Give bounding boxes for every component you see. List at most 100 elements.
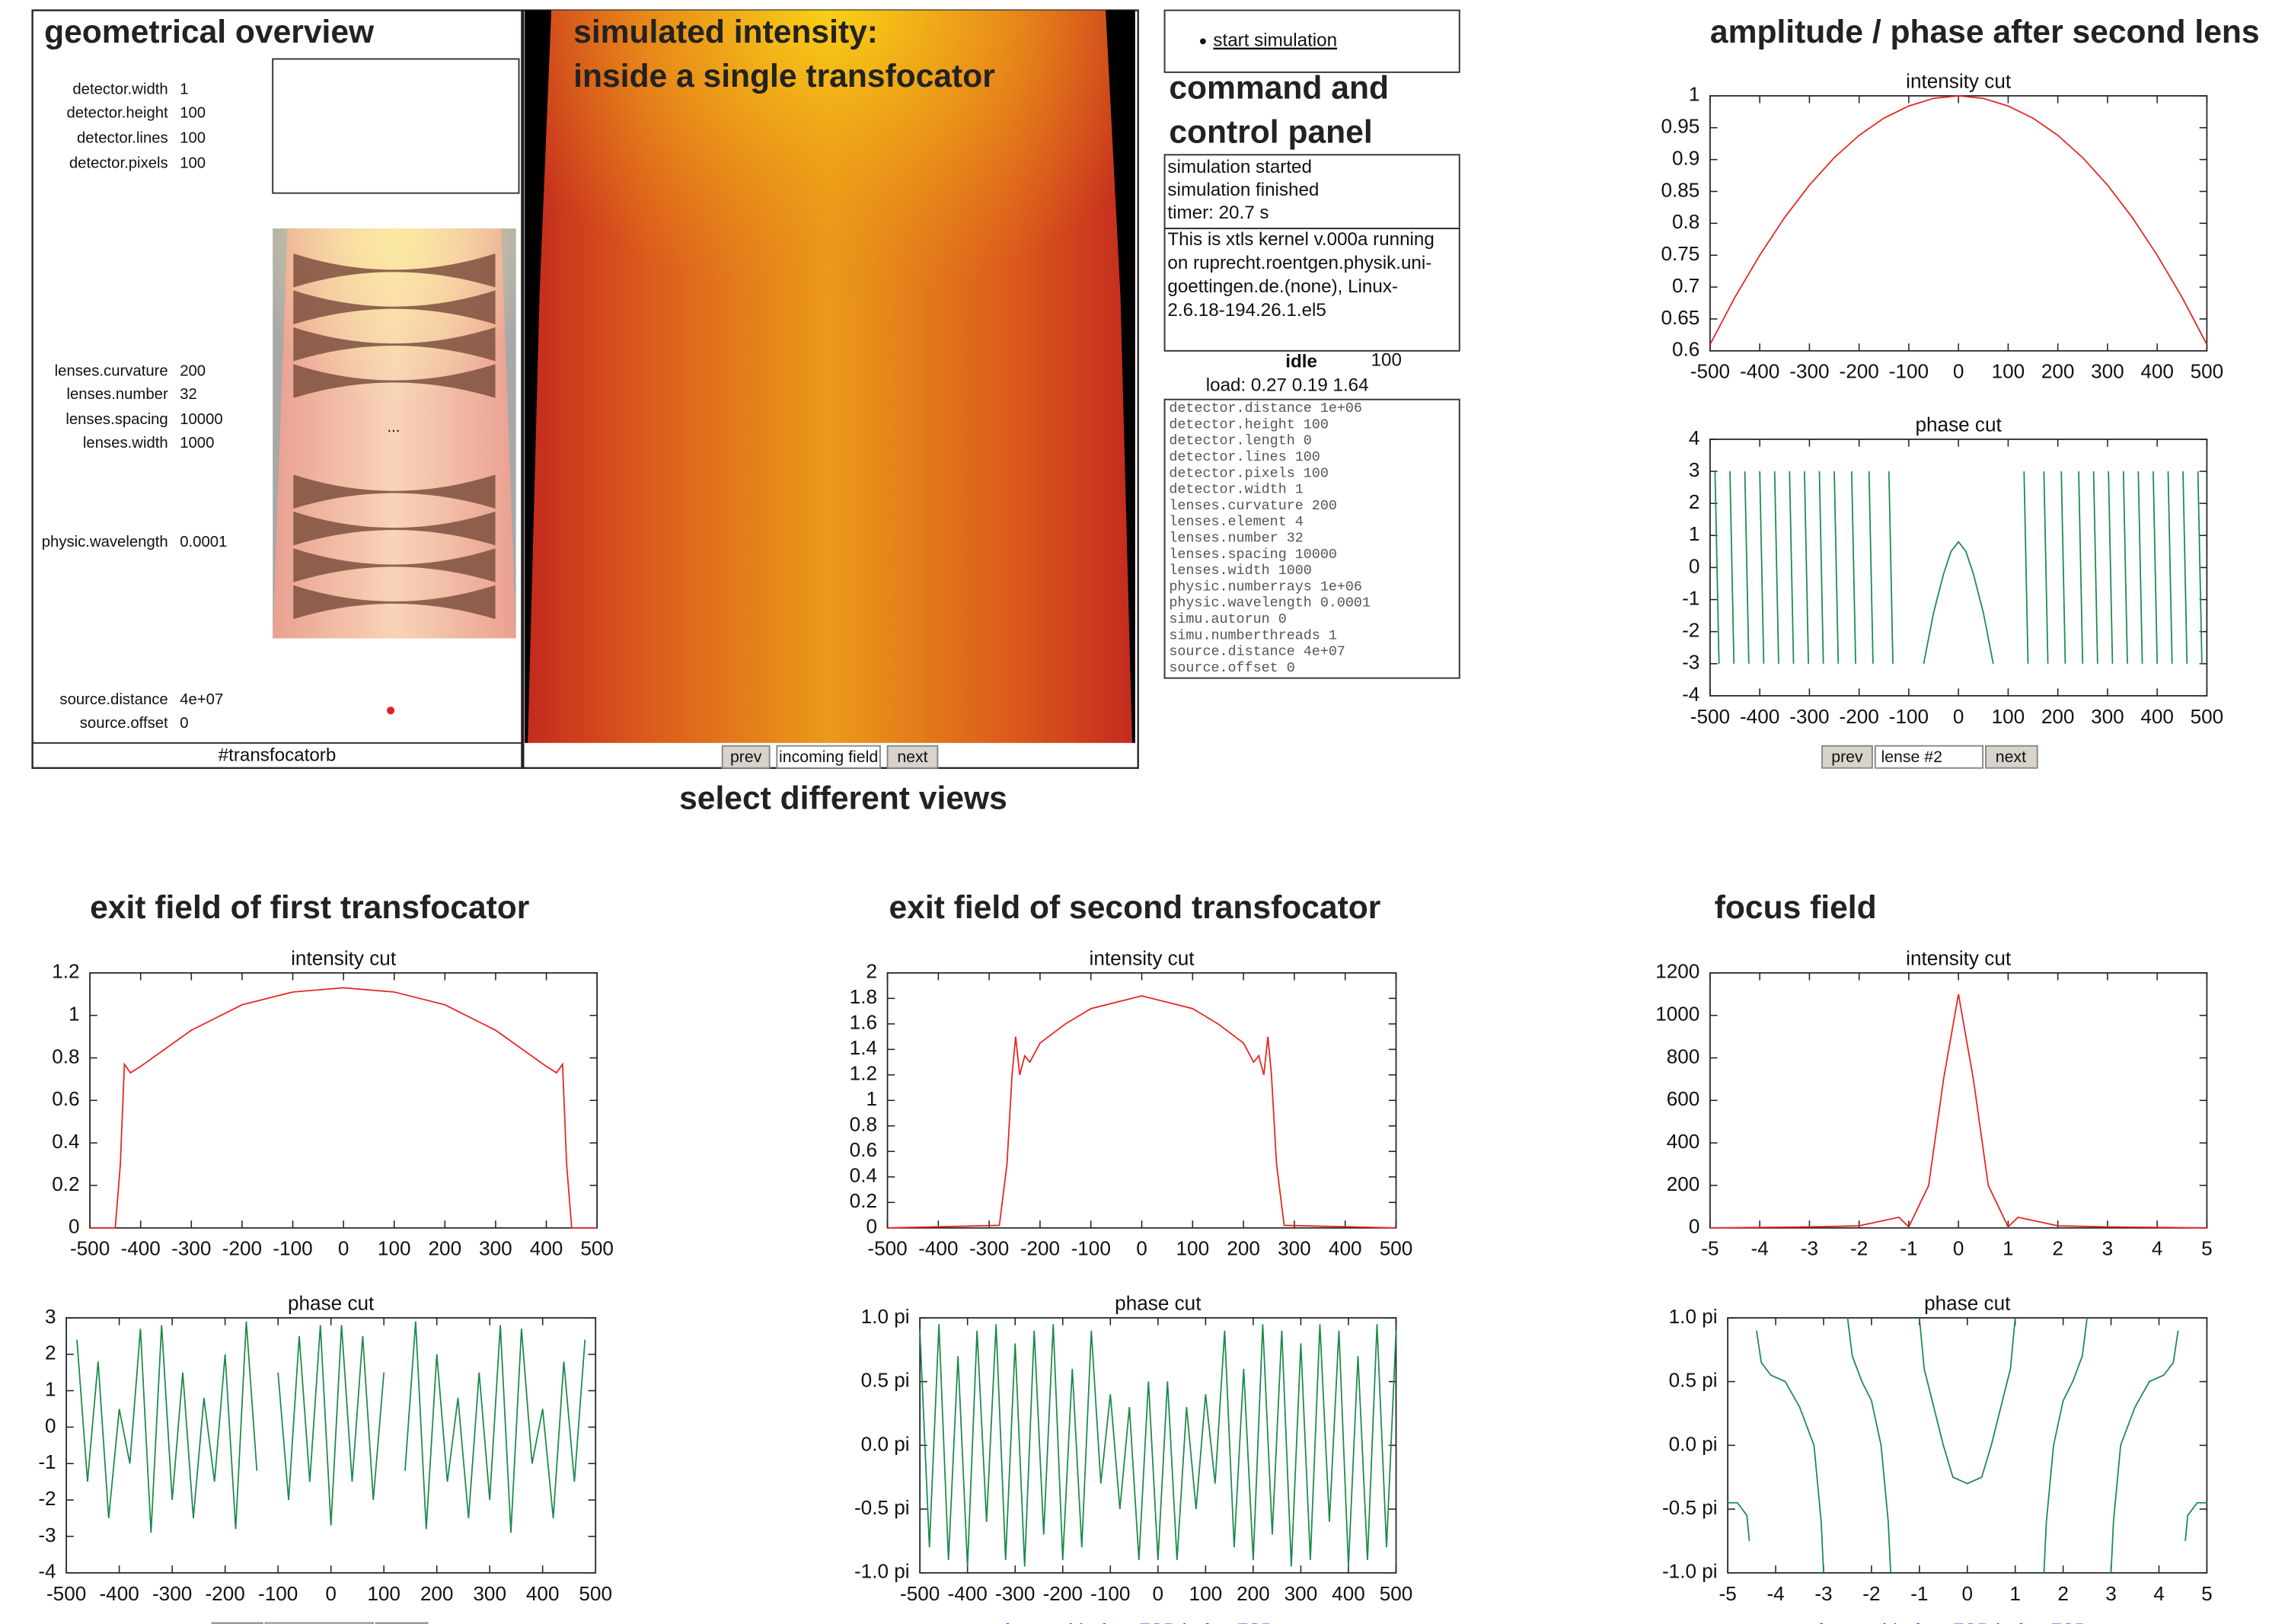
prev-button[interactable] xyxy=(211,1622,263,1624)
x-tick-label: -100 xyxy=(273,1237,312,1260)
lens xyxy=(293,511,496,546)
y-tick-label: 0.4 xyxy=(52,1130,79,1153)
y-tick-label: 0 xyxy=(69,1215,80,1238)
x-tick-label: 100 xyxy=(378,1237,411,1260)
link[interactable]: after FSP xyxy=(1193,1620,1274,1624)
x-tick-label: 3 xyxy=(2102,1237,2114,1260)
y-tick-label: -2 xyxy=(38,1487,56,1510)
y-tick-label: 0.9 xyxy=(1672,146,1699,169)
y-tick-label: 3 xyxy=(1689,458,1700,481)
config-line: lenses.number 32 xyxy=(1169,531,1303,547)
param-value: 32 xyxy=(180,386,197,403)
x-tick-label: -400 xyxy=(99,1582,139,1605)
x-tick-label: 200 xyxy=(2041,360,2075,383)
prev-button-label[interactable]: prev xyxy=(1831,748,1863,766)
x-tick-label: 500 xyxy=(1380,1582,1413,1605)
geometry-title: geometrical overview xyxy=(44,14,375,50)
idle-value: 100 xyxy=(1371,350,1402,371)
status-line: simulation finished xyxy=(1167,180,1319,200)
x-tick-label: 400 xyxy=(526,1582,560,1605)
param-value: 100 xyxy=(180,155,206,171)
y-tick-label: 0 xyxy=(45,1414,56,1437)
plot-title: phase cut xyxy=(1915,413,2002,436)
x-tick-label: 100 xyxy=(1176,1237,1210,1260)
plot-title: phase cut xyxy=(1924,1291,2011,1314)
y-tick-label: 1 xyxy=(45,1377,56,1400)
x-tick-label: 200 xyxy=(420,1582,454,1605)
link[interactable]: after FSP xyxy=(2006,1620,2087,1624)
curve xyxy=(1709,994,2207,1229)
config-line: simu.numberthreads 1 xyxy=(1169,627,1337,643)
y-tick-label: 0.8 xyxy=(1672,210,1699,233)
param-name: detector.width xyxy=(72,81,168,97)
link[interactable]: before FSP xyxy=(1079,1620,1176,1624)
config-line: lenses.spacing 10000 xyxy=(1169,547,1337,563)
link[interactable]: transfocator xyxy=(961,1620,1062,1624)
y-tick-label: 0.0 pi xyxy=(861,1432,910,1455)
prev-button[interactable] xyxy=(721,745,771,769)
x-tick-label: -200 xyxy=(1840,705,1879,728)
config-line: simu.autorun 0 xyxy=(1169,611,1286,627)
heatmap-edge xyxy=(1106,10,1135,743)
x-tick-label: 2 xyxy=(2057,1582,2069,1605)
plot-area xyxy=(1727,1317,2208,1574)
x-tick-label: 300 xyxy=(2091,705,2124,728)
next-button-label[interactable]: next xyxy=(1996,748,2026,766)
plot-area xyxy=(1709,439,2208,697)
x-tick-label: -1 xyxy=(1910,1582,1928,1605)
y-tick-label: 0.6 xyxy=(1672,338,1699,361)
y-tick-label: 0.8 xyxy=(850,1113,877,1136)
param-value: 4e+07 xyxy=(180,691,223,708)
panel-title: exit field of second transfocator xyxy=(889,889,1380,926)
idle-label: idle xyxy=(1285,352,1317,372)
lens-field[interactable] xyxy=(1874,745,1984,769)
source-dot xyxy=(387,707,395,715)
y-tick-label: 3 xyxy=(45,1305,56,1328)
view-field[interactable] xyxy=(776,745,881,769)
lens xyxy=(293,254,496,288)
next-button[interactable] xyxy=(375,1622,429,1624)
x-tick-label: 100 xyxy=(1189,1582,1223,1605)
config-line: detector.distance 1e+06 xyxy=(1169,400,1362,416)
x-tick-label: 0 xyxy=(1953,1237,1964,1260)
param-value: 0.0001 xyxy=(180,534,227,550)
next-button[interactable] xyxy=(886,745,939,769)
lens-field[interactable] xyxy=(264,1622,374,1624)
param-value: 100 xyxy=(180,129,206,146)
start-link[interactable]: start simulation xyxy=(1213,30,1337,51)
panel-title: focus field xyxy=(1715,889,1877,926)
x-tick-label: -400 xyxy=(1740,360,1779,383)
x-tick-label: 400 xyxy=(1332,1582,1365,1605)
link[interactable]: transfocator xyxy=(1775,1620,1876,1624)
kernel-line: goettingen.de.(none), Linux- xyxy=(1167,276,1398,297)
status-line: timer: 20.7 s xyxy=(1167,203,1269,223)
config-line: detector.lines 100 xyxy=(1169,449,1320,465)
lens-stack xyxy=(293,254,496,620)
x-tick-label: 100 xyxy=(1992,360,2025,383)
y-tick-label: 2 xyxy=(45,1342,56,1364)
next-button[interactable] xyxy=(1984,745,2038,769)
x-tick-label: 0 xyxy=(1961,1582,1973,1605)
y-tick-label: -1 xyxy=(38,1450,56,1473)
x-tick-label: -300 xyxy=(1789,360,1829,383)
y-tick-label: -2 xyxy=(1682,619,1699,642)
simulation-title: inside a single transfocator xyxy=(573,58,995,94)
y-tick-label: 2 xyxy=(866,960,877,983)
plot-title: intensity cut xyxy=(1906,946,2012,969)
curve xyxy=(1709,94,2208,345)
prev-button-label[interactable]: prev xyxy=(730,748,762,766)
x-tick-label: -200 xyxy=(1043,1582,1083,1605)
next-button-label[interactable]: next xyxy=(897,748,927,766)
config-line: physic.numberrays 1e+06 xyxy=(1169,579,1362,595)
plot-title: intensity cut xyxy=(291,946,397,969)
y-tick-label: 0.65 xyxy=(1661,306,1699,329)
prev-button[interactable] xyxy=(1821,745,1873,769)
y-tick-label: -4 xyxy=(1682,683,1699,706)
y-tick-label: 1 xyxy=(1689,83,1700,106)
y-tick-label: 0.2 xyxy=(52,1173,79,1195)
link[interactable]: before FSP xyxy=(1893,1620,1990,1624)
x-tick-label: 1 xyxy=(2009,1582,2021,1605)
x-tick-label: -100 xyxy=(1889,360,1929,383)
x-tick-label: 500 xyxy=(2191,360,2224,383)
param-name: source.distance xyxy=(59,691,168,708)
